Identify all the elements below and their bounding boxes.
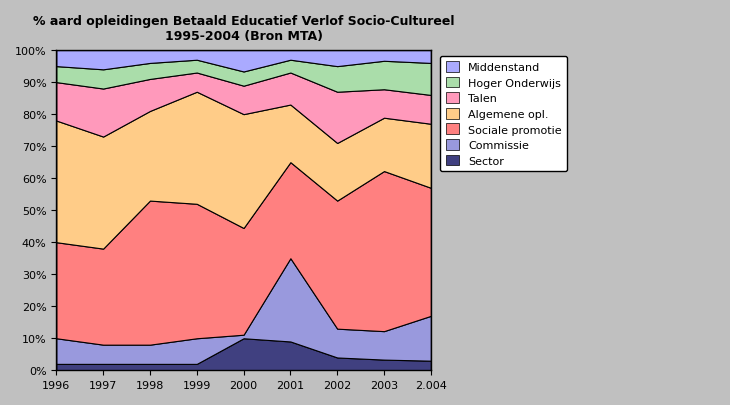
Legend: Middenstand, Hoger Onderwijs, Talen, Algemene opl., Sociale promotie, Commissie,: Middenstand, Hoger Onderwijs, Talen, Alg…	[440, 57, 567, 172]
Title: % aard opleidingen Betaald Educatief Verlof Socio-Cultureel
1995-2004 (Bron MTA): % aard opleidingen Betaald Educatief Ver…	[33, 15, 454, 43]
